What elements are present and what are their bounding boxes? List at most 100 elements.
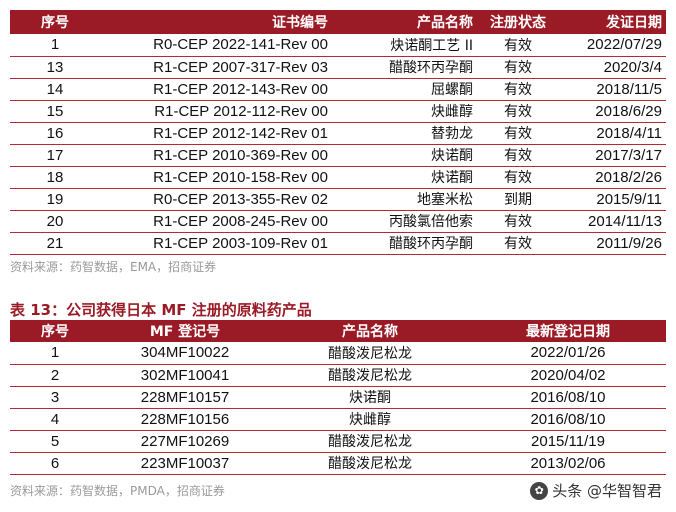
cell-index: 17 — [46, 146, 64, 164]
cell-issue-date: 2014/11/13 — [588, 212, 662, 230]
cell-certificate-no: R1-CEP 2007-317-Rev 03 — [153, 58, 328, 76]
cell-latest-date: 2022/01/26 — [530, 344, 606, 362]
table-row: 18 R1-CEP 2010-158-Rev 00 炔诺酮 有效 2018/2/26 — [10, 166, 666, 188]
cell-product-name: 炔诺酮 — [431, 148, 473, 164]
column-header-status: 注册状态 — [490, 15, 546, 31]
cell-certificate-no: R1-CEP 2010-158-Rev 00 — [153, 168, 328, 186]
table-row: 3 228MF10157 炔诺酮 2016/08/10 — [10, 386, 666, 408]
column-header-index: 序号 — [41, 15, 69, 31]
table-row: 14 R1-CEP 2012-143-Rev 00 屈螺酮 有效 2018/11/5 — [10, 78, 666, 100]
cell-status: 有效 — [504, 37, 532, 54]
cell-index: 14 — [46, 80, 64, 98]
cell-product-name: 炔雌醇 — [349, 412, 391, 428]
cell-mf-no: 304MF10022 — [140, 344, 230, 362]
column-header-issue-date: 发证日期 — [606, 15, 662, 31]
table-row: 1 304MF10022 醋酸泼尼松龙 2022/01/26 — [10, 342, 666, 364]
column-header-product-name: 产品名称 — [342, 324, 398, 340]
cell-status: 有效 — [504, 214, 532, 230]
cell-index: 5 — [50, 432, 60, 450]
cell-issue-date: 2020/3/4 — [603, 58, 662, 76]
table-row: 21 R1-CEP 2003-109-Rev 01 醋酸环丙孕酮 有效 2011/9/2… — [10, 232, 666, 254]
table-row: 5 227MF10269 醋酸泼尼松龙 2015/11/19 — [10, 430, 666, 452]
cell-product-name: 炔诺酮 — [431, 170, 473, 186]
cell-mf-no: 223MF10037 — [140, 454, 230, 472]
cell-issue-date: 2015/9/11 — [596, 190, 662, 208]
table-row: 16 R1-CEP 2012-142-Rev 01 替勃龙 有效 2018/4/11 — [10, 122, 666, 144]
watermark-text: 头条 @华智智君 — [552, 482, 662, 500]
cell-latest-date: 2020/04/02 — [530, 366, 606, 384]
cell-product-name: 地塞米松 — [417, 192, 473, 208]
table-row: 1 R0-CEP 2022-141-Rev 00 炔诺酮工艺 II 有效 2022/07… — [10, 34, 666, 56]
cell-issue-date: 2018/11/5 — [596, 80, 662, 98]
cell-product-name: 替勃龙 — [431, 126, 473, 142]
cell-index: 16 — [46, 124, 64, 142]
table-row: 20 R1-CEP 2008-245-Rev 00 丙酸氯倍他索 有效 2014/11/… — [10, 210, 666, 232]
cell-certificate-no: R1-CEP 2012-142-Rev 01 — [153, 124, 328, 142]
cell-latest-date: 2016/08/10 — [530, 410, 606, 428]
cell-index: 20 — [46, 212, 64, 230]
cell-index: 3 — [50, 388, 60, 406]
paw-icon: ✿ — [530, 481, 549, 500]
cell-issue-date: 2018/2/26 — [595, 168, 662, 186]
cell-certificate-no: R1-CEP 2012-143-Rev 00 — [153, 80, 328, 98]
cell-certificate-no: R0-CEP 2013-355-Rev 02 — [153, 190, 328, 208]
table-row: 2 302MF10041 醋酸泼尼松龙 2020/04/02 — [10, 364, 666, 386]
table-header-row: 序号 MF 登记号 产品名称 最新登记日期 — [10, 320, 666, 342]
column-header-index: 序号 — [41, 324, 69, 340]
cell-index: 2 — [50, 366, 60, 384]
cell-product-name: 醋酸泼尼松龙 — [328, 368, 412, 384]
cell-mf-no: 228MF10156 — [140, 410, 230, 428]
mf-registration-table: 序号 MF 登记号 产品名称 最新登记日期 1 304MF10022 醋酸泼尼松龙 2… — [10, 320, 666, 475]
column-header-product-name: 产品名称 — [417, 15, 473, 31]
cell-mf-no: 302MF10041 — [140, 366, 230, 384]
cell-certificate-no: R1-CEP 2012-112-Rev 00 — [154, 102, 328, 120]
cep-certificate-table: 序号 证书编号 产品名称 注册状态 发证日期 1 R0-CEP 2022-141-… — [10, 10, 666, 255]
cell-index: 18 — [46, 168, 64, 186]
cell-issue-date: 2018/4/11 — [596, 124, 662, 142]
cell-status: 有效 — [504, 170, 532, 186]
cell-status: 到期 — [504, 192, 532, 208]
cell-latest-date: 2013/02/06 — [530, 454, 606, 472]
cell-product-name: 醋酸环丙孕酮 — [389, 236, 473, 252]
cell-index: 1 — [50, 36, 60, 54]
cell-status: 有效 — [504, 126, 532, 142]
cell-status: 有效 — [504, 60, 532, 76]
cell-status: 有效 — [504, 148, 532, 164]
cell-status: 有效 — [504, 104, 532, 120]
table-row: 13 R1-CEP 2007-317-Rev 03 醋酸环丙孕酮 有效 2020/3/4 — [10, 56, 666, 78]
table-row: 15 R1-CEP 2012-112-Rev 00 炔雌醇 有效 2018/6/29 — [10, 100, 666, 122]
cell-mf-no: 228MF10157 — [140, 388, 230, 406]
source-note: 资料来源：药智数据，PMDA，招商证券 — [10, 484, 225, 498]
cell-issue-date: 2011/9/26 — [596, 234, 662, 252]
column-header-certificate-no: 证书编号 — [272, 15, 328, 31]
cell-latest-date: 2016/08/10 — [530, 388, 606, 406]
cell-index: 19 — [46, 190, 64, 208]
cell-product-name: 醋酸环丙孕酮 — [389, 60, 473, 76]
cell-product-name: 醋酸泼尼松龙 — [328, 456, 412, 472]
cell-latest-date: 2015/11/19 — [531, 432, 605, 450]
cell-certificate-no: R1-CEP 2003-109-Rev 01 — [153, 234, 328, 252]
cell-product-name: 炔雌醇 — [431, 104, 473, 120]
cell-index: 21 — [46, 234, 64, 252]
cell-certificate-no: R1-CEP 2010-369-Rev 00 — [153, 146, 328, 164]
cell-issue-date: 2022/07/29 — [586, 36, 662, 54]
cell-index: 6 — [50, 454, 60, 472]
cell-index: 15 — [46, 102, 64, 120]
cell-index: 1 — [50, 344, 60, 362]
column-header-mf-no: MF 登记号 — [149, 324, 221, 340]
cell-status: 有效 — [504, 236, 532, 252]
column-header-latest-date: 最新登记日期 — [526, 324, 610, 340]
table-row: 17 R1-CEP 2010-369-Rev 00 炔诺酮 有效 2017/3/17 — [10, 144, 666, 166]
table-header-row: 序号 证书编号 产品名称 注册状态 发证日期 — [10, 10, 666, 34]
source-note: 资料来源：药智数据，EMA，招商证券 — [10, 260, 217, 274]
table-row: 6 223MF10037 醋酸泼尼松龙 2013/02/06 — [10, 452, 666, 474]
cell-status: 有效 — [504, 82, 532, 98]
cell-product-name: 炔诺酮 — [349, 390, 391, 406]
watermark: ✿ 头条 @华智智君 — [530, 480, 662, 501]
cell-index: 13 — [46, 58, 64, 76]
cell-certificate-no: R1-CEP 2008-245-Rev 00 — [153, 212, 328, 230]
cell-product-name: 屈螺酮 — [431, 82, 473, 98]
cell-certificate-no: R0-CEP 2022-141-Rev 00 — [153, 36, 328, 54]
cell-product-name: 醋酸泼尼松龙 — [328, 345, 412, 362]
cell-product-name: 醋酸泼尼松龙 — [328, 434, 412, 450]
